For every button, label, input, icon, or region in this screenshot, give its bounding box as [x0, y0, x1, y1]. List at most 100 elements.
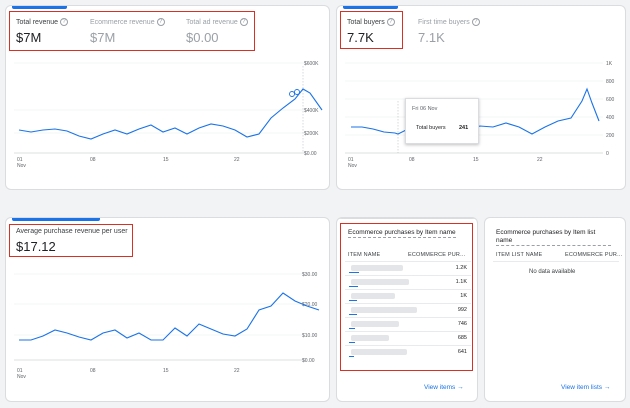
- row-proportion-bar: [349, 271, 359, 273]
- hover-point[interactable]: [289, 91, 295, 97]
- items-card-title[interactable]: Ecommerce purchases by Item name: [348, 229, 456, 238]
- metric-total-buyers[interactable]: Total buyers? 7.7K: [347, 18, 395, 45]
- help-icon[interactable]: ?: [156, 18, 165, 26]
- redacted-item-name: [351, 307, 417, 313]
- metric-value: $7M: [90, 30, 116, 45]
- row-proportion-bar: [349, 285, 358, 287]
- metric-label: Total ad revenue: [186, 18, 238, 26]
- no-data-message: No data available: [529, 269, 576, 275]
- y-tick: 1K: [606, 61, 613, 67]
- x-tick: 08: [90, 157, 96, 163]
- series-line-total-revenue: [18, 88, 323, 140]
- column-header-ecommerce-purchases[interactable]: ECOMMERCE PUR...: [408, 252, 466, 258]
- selected-tab-indicator: [343, 6, 398, 9]
- row-value: 1K: [460, 293, 467, 299]
- column-header-ecommerce-purchases[interactable]: ECOMMERCE PUR...: [565, 252, 623, 258]
- y-tick: $400K: [304, 108, 319, 114]
- row-value: 746: [457, 321, 467, 327]
- table-row[interactable]: 1K: [345, 289, 471, 303]
- metric-value: $7M: [16, 30, 42, 45]
- card-top-accent: [337, 218, 477, 219]
- arrow-right-icon: →: [457, 384, 464, 391]
- redacted-item-name: [351, 349, 407, 355]
- item-list-card-title[interactable]: Ecommerce purchases by Item list name: [496, 229, 611, 246]
- x-tick: 22: [234, 157, 240, 163]
- x-tick-sub: Nov: [17, 374, 26, 380]
- metric-total-revenue[interactable]: Total revenue? $7M: [16, 18, 69, 45]
- x-tick: 01: [348, 157, 354, 163]
- y-tick: 0: [606, 151, 609, 157]
- table-row[interactable]: 1.2K: [345, 261, 471, 275]
- redacted-item-name: [351, 321, 399, 327]
- x-tick: 08: [90, 368, 96, 374]
- help-icon[interactable]: ?: [60, 18, 69, 26]
- metric-avg-purchase-revenue[interactable]: Average purchase revenue per user $17.12: [16, 228, 128, 254]
- x-tick: 01: [17, 157, 23, 163]
- highlight-box: [340, 223, 473, 371]
- y-tick: $30.00: [302, 272, 318, 278]
- metric-label: First time buyers: [418, 18, 470, 26]
- x-tick: 15: [163, 368, 169, 374]
- x-tick: 15: [163, 157, 169, 163]
- metric-label: Total revenue: [16, 18, 59, 26]
- view-item-lists-label: View item lists: [561, 384, 603, 391]
- x-tick: 22: [234, 368, 240, 374]
- view-item-lists-link[interactable]: View item lists →: [561, 384, 610, 391]
- y-tick: $600K: [304, 61, 319, 67]
- row-proportion-bar: [349, 355, 354, 357]
- redacted-item-name: [351, 265, 403, 271]
- x-tick: 08: [409, 157, 415, 163]
- buyers-card: Total buyers? 7.7K First time buyers? 7.…: [336, 5, 626, 190]
- help-icon[interactable]: ?: [471, 18, 480, 26]
- help-icon[interactable]: ?: [239, 18, 248, 26]
- column-header-item-list-name[interactable]: ITEM LIST NAME: [496, 252, 543, 258]
- help-icon[interactable]: ?: [386, 18, 395, 26]
- items-table-card: Ecommerce purchases by Item name ITEM NA…: [336, 217, 478, 402]
- selected-tab-indicator: [12, 218, 100, 221]
- arrow-right-icon: →: [603, 384, 611, 391]
- y-tick: $200K: [304, 131, 319, 137]
- avg-revenue-line-chart: $30.00 $20.00 $10.00 $0.00 01 Nov 08 15 …: [14, 272, 320, 380]
- row-proportion-bar: [349, 341, 355, 343]
- redacted-item-name: [351, 293, 395, 299]
- x-tick: 22: [537, 157, 543, 163]
- hover-point[interactable]: [294, 89, 300, 95]
- tooltip-date: Fri 06 Nov: [412, 106, 438, 112]
- table-row[interactable]: 746: [345, 317, 471, 331]
- avg-purchase-card: Average purchase revenue per user $17.12…: [5, 217, 330, 402]
- column-header-item-name[interactable]: ITEM NAME: [348, 252, 381, 258]
- table-row[interactable]: 641: [345, 345, 471, 359]
- x-tick-sub: Nov: [17, 163, 26, 169]
- row-proportion-bar: [349, 299, 357, 301]
- redacted-item-name: [351, 335, 389, 341]
- y-tick: 200: [606, 133, 615, 139]
- table-row[interactable]: 685: [345, 331, 471, 345]
- metric-first-time-buyers[interactable]: First time buyers? 7.1K: [418, 18, 480, 45]
- view-items-link[interactable]: View items →: [424, 384, 464, 391]
- row-value: 1.2K: [455, 265, 467, 271]
- row-proportion-bar: [349, 327, 355, 329]
- y-tick: $0.00: [302, 358, 315, 364]
- metric-label: Total buyers: [347, 18, 385, 26]
- redacted-item-name: [351, 279, 409, 285]
- chart-tooltip: Fri 06 Nov Total buyers 241: [405, 98, 479, 144]
- metric-ecommerce-revenue[interactable]: Ecommerce revenue? $7M: [90, 18, 165, 45]
- tooltip-value: 241: [459, 125, 469, 131]
- item-list-table-card: Ecommerce purchases by Item list name IT…: [484, 217, 626, 402]
- row-value: 1.1K: [455, 279, 467, 285]
- y-tick: 600: [606, 97, 615, 103]
- highlight-box: [9, 224, 133, 257]
- x-tick-sub: Nov: [348, 163, 357, 169]
- table-row[interactable]: 1.1K: [345, 275, 471, 289]
- y-tick: $10.00: [302, 333, 318, 339]
- x-tick: 15: [473, 157, 479, 163]
- series-line-avg-revenue: [19, 292, 320, 341]
- selected-tab-indicator: [12, 6, 67, 9]
- revenue-card: Total revenue? $7M Ecommerce revenue? $7…: [5, 5, 330, 190]
- metric-value: 7.7K: [347, 30, 374, 45]
- table-row[interactable]: 992: [345, 303, 471, 317]
- y-tick: 800: [606, 79, 615, 85]
- metric-total-ad-revenue[interactable]: Total ad revenue? $0.00: [186, 18, 248, 45]
- row-proportion-bar: [349, 313, 357, 315]
- revenue-line-chart: $600K $400K $200K $0.00 01 Nov 08 15 22: [14, 61, 323, 169]
